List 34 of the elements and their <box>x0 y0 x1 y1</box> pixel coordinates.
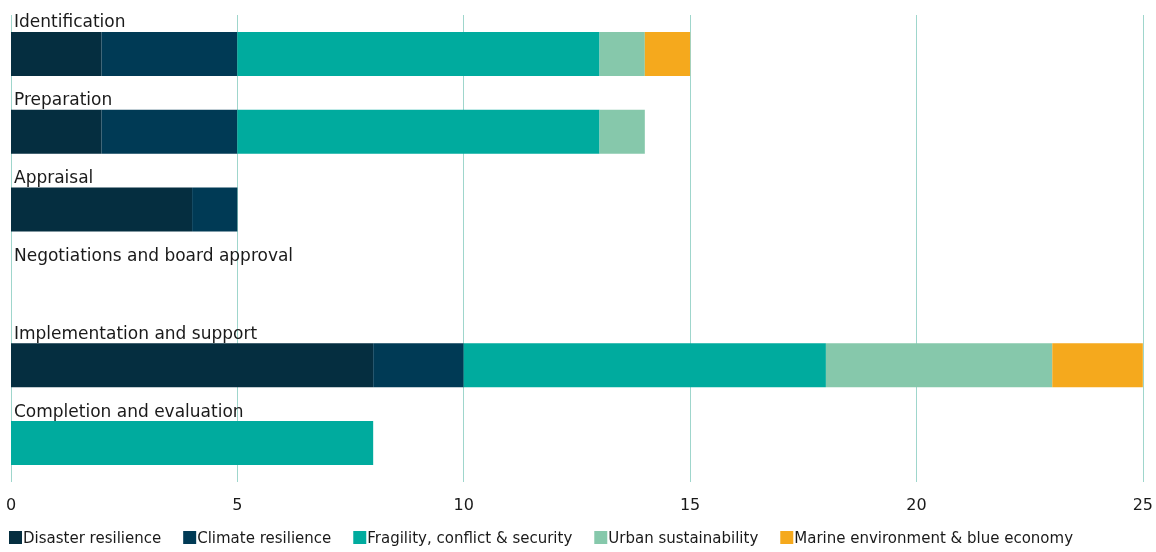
x-tick-label: 0 <box>5 494 17 514</box>
x-tick-label: 20 <box>906 494 927 514</box>
y-tick-label: Negotiations and board approval <box>14 244 294 265</box>
bar <box>373 343 464 388</box>
bar <box>825 343 1053 388</box>
bar <box>237 31 600 76</box>
bar <box>101 31 238 76</box>
y-tick-label: Completion and evaluation <box>14 400 244 421</box>
x-tick-label: 10 <box>453 494 474 514</box>
x-tick-label: 15 <box>679 494 701 514</box>
bar <box>11 187 193 232</box>
legend-label: Urban sustainability <box>608 528 759 547</box>
legend-label: Fragility, conflict & security <box>367 528 573 547</box>
legend-label: Disaster resilience <box>23 528 162 547</box>
legend-label: Climate resilience <box>197 528 332 547</box>
bar <box>11 31 102 76</box>
bar <box>101 109 238 154</box>
bar <box>599 109 645 154</box>
bar <box>599 31 645 76</box>
x-tick-label: 25 <box>1132 494 1153 514</box>
y-tick-label: Identification <box>14 11 126 32</box>
bar <box>11 343 374 388</box>
legend-label: Marine environment & blue economy <box>794 528 1074 547</box>
y-tick-label: Implementation and support <box>14 322 258 343</box>
bar <box>1052 343 1143 388</box>
bar <box>463 343 826 388</box>
bar <box>237 109 600 154</box>
y-tick-label: Appraisal <box>14 167 94 188</box>
bar <box>11 421 374 466</box>
bar <box>11 109 102 154</box>
bar <box>644 31 691 76</box>
y-tick-label: Preparation <box>14 89 113 110</box>
bar <box>192 187 238 232</box>
x-tick-label: 5 <box>232 494 243 514</box>
